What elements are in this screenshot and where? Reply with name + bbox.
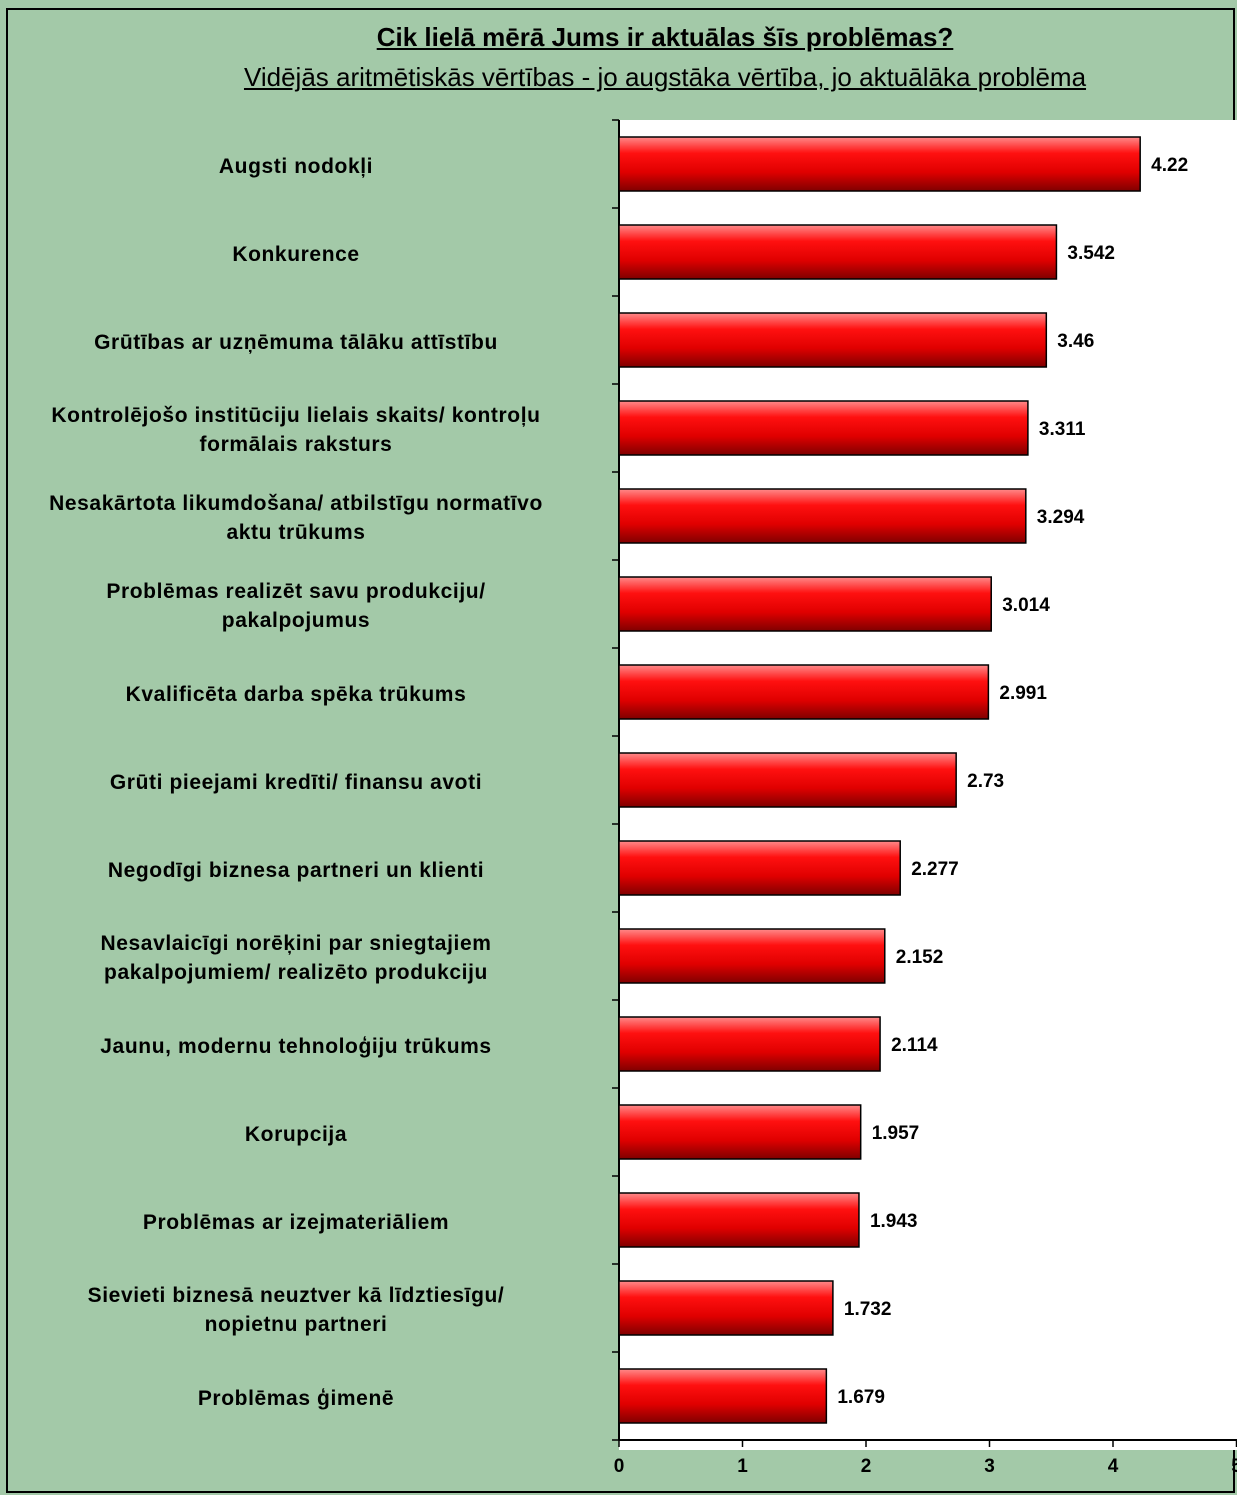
bar-value-label: 3.014 <box>1002 595 1050 616</box>
bar-value-label: 2.277 <box>911 859 959 880</box>
category-label: Kontrolējošo institūciju lielais skaits/… <box>51 404 541 456</box>
category-label: Nesakārtota likumdošana/ atbilstīgu norm… <box>49 492 543 544</box>
bar-value-label: 2.152 <box>896 947 944 968</box>
category-label: Konkurence <box>232 242 360 266</box>
category-label: Grūtības ar uzņēmuma tālāku attīstību <box>94 330 498 354</box>
chart-title: Cik lielā mērā Jums ir aktuālas šīs prob… <box>376 22 954 52</box>
category-label: Negodīgi biznesa partneri un klienti <box>107 858 485 882</box>
bar <box>618 576 992 632</box>
x-tick-label: 4 <box>1108 1456 1119 1477</box>
category-label: Problēmas ģimenē <box>197 1386 395 1410</box>
category-label: Jaunu, modernu tehnoloģiju trūkums <box>100 1034 492 1058</box>
category-label: Kvalificēta darba spēka trūkums <box>125 682 467 706</box>
bar-value-label: 3.311 <box>1039 419 1086 440</box>
bar <box>618 928 886 984</box>
x-tick-label: 2 <box>861 1456 872 1477</box>
bar-value-label: 1.679 <box>837 1387 885 1408</box>
category-label: Grūti pieejami kredīti/ finansu avoti <box>109 770 483 794</box>
bar <box>618 488 1027 544</box>
bar-value-label: 3.294 <box>1037 507 1085 528</box>
category-label: Nesavlaicīgi norēķini par sniegtajiem pa… <box>100 932 492 984</box>
bar-value-label: 1.732 <box>844 1299 892 1320</box>
bar-value-label: 2.73 <box>967 771 1004 792</box>
category-label: Problēmas ar izejmateriāliem <box>142 1210 450 1234</box>
bar-value-label: 2.991 <box>999 683 1047 704</box>
category-label: Problēmas realizēt savu produkciju/ paka… <box>106 580 486 632</box>
bar <box>618 840 901 896</box>
x-tick-labels: 0 1 2 3 4 5 <box>614 1456 1237 1477</box>
x-tick-label: 0 <box>614 1456 625 1477</box>
bar-value-label: 2.114 <box>891 1035 938 1056</box>
bar <box>618 136 1141 192</box>
category-label: Augsti nodokļi <box>218 154 374 178</box>
chart-subtitle: Vidējās aritmētiskās vērtības - jo augst… <box>243 62 1087 92</box>
bar-value-label: 3.542 <box>1067 243 1115 264</box>
bar-value-label: 3.46 <box>1057 331 1094 352</box>
bar-value-label: 1.943 <box>870 1211 918 1232</box>
bars <box>618 136 1141 1424</box>
value-labels: 4.22 3.542 3.46 3.311 3.294 3.014 2.991 2.73 2.2… <box>837 155 1188 1408</box>
bar <box>618 312 1048 368</box>
bar <box>618 1192 860 1248</box>
bar <box>618 752 957 808</box>
bar <box>618 664 990 720</box>
bar <box>618 1280 834 1336</box>
bar <box>618 1368 828 1424</box>
x-tick-label: 3 <box>984 1456 995 1477</box>
x-tick-label: 5 <box>1231 1456 1237 1477</box>
bar-value-label: 1.957 <box>872 1123 920 1144</box>
category-label: Korupcija <box>244 1122 348 1146</box>
bar-value-label: 4.22 <box>1151 155 1188 176</box>
bar <box>618 1016 881 1072</box>
bar <box>618 1104 862 1160</box>
bar <box>618 400 1029 456</box>
category-label: Sievieti biznesā neuztver kā līdztiesīgu… <box>87 1284 505 1336</box>
x-tick-label: 1 <box>737 1456 748 1477</box>
bar <box>618 224 1058 280</box>
